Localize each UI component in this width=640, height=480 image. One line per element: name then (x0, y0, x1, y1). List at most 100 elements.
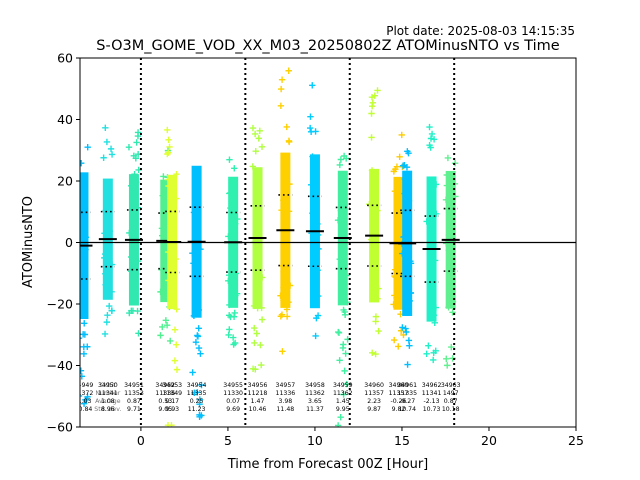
scatter-point (165, 182, 172, 190)
scatter-point (368, 110, 375, 117)
scatter-point (231, 165, 238, 172)
scatter-point (395, 226, 403, 233)
stat-label: 1497 (443, 390, 459, 397)
scatter-point (285, 208, 293, 215)
scatter-point (80, 395, 83, 397)
scatter-point (391, 188, 399, 195)
scatter-point (81, 320, 88, 327)
stat-label: 10.46 (249, 406, 267, 413)
scatter-point (427, 240, 435, 248)
scatter-point (339, 196, 347, 204)
scatter-point (164, 421, 172, 427)
scatter-point (397, 327, 405, 334)
scatter-point (173, 341, 180, 348)
scatter-point (104, 311, 111, 319)
scatter-point (255, 300, 262, 307)
scatter-point (399, 250, 406, 257)
stat-label: 34950 (98, 382, 118, 389)
scatter-point (173, 366, 181, 373)
scatter-point (134, 204, 142, 211)
scatter-point (427, 135, 435, 142)
scatter-point (371, 218, 378, 226)
scatter-point (336, 357, 343, 364)
scatter-points (225, 156, 241, 348)
stat-label: 34962 (422, 382, 442, 389)
stat-label: 11218 (248, 390, 268, 397)
scatter-point (160, 173, 167, 180)
scatter-point (279, 348, 286, 355)
scatter-point (168, 243, 175, 251)
scatter-point (159, 192, 166, 199)
scatter-point (191, 389, 198, 397)
scatter-point (285, 67, 292, 74)
plot-date: Plot date: 2025-08-03 14:15:35 (386, 24, 575, 38)
y-axis-label: ATOMinusNTO (21, 196, 36, 288)
scatter-point (231, 276, 238, 283)
scatter-point (401, 190, 408, 197)
scatter-point (103, 198, 111, 206)
scatter-point (368, 134, 375, 141)
scatter-point (103, 191, 110, 198)
scatter-point (395, 343, 402, 350)
scatter-point (162, 317, 170, 324)
scatter-point (368, 349, 376, 357)
scatter-point (80, 367, 85, 374)
scatter-point (449, 298, 457, 305)
stat-label: 2.23 (367, 398, 381, 405)
scatter-point (158, 266, 165, 273)
scatter-point (164, 176, 172, 183)
stat-label: 11341 (98, 390, 118, 397)
scatter-point (164, 126, 171, 134)
stat-label: 34959 (333, 382, 353, 389)
scatter-point (80, 373, 86, 380)
scatter-point (253, 255, 260, 263)
scatter-point (445, 304, 452, 311)
scatter-point (312, 332, 319, 340)
scatter-point (101, 254, 108, 262)
x-tick-label: 10 (307, 433, 323, 448)
scatter-point (430, 136, 438, 143)
scatter-point (258, 143, 266, 151)
stat-label: 34956 (248, 382, 268, 389)
scatter-point (342, 155, 350, 162)
scatter-point (80, 160, 85, 167)
scatter-point (339, 344, 347, 352)
y-tick-label: −40 (47, 358, 73, 373)
scatter-point (171, 357, 179, 364)
stat-label: 11357 (364, 390, 384, 397)
stat-label: 0.25 (190, 398, 204, 405)
scatter-point (443, 171, 450, 179)
stat-label: 11336 (155, 390, 175, 397)
scatter-point (189, 369, 196, 376)
y-tick-label: 20 (57, 174, 73, 189)
stat-label: 34949 (74, 382, 94, 389)
scatter-point (280, 284, 287, 291)
stat-header: Average (95, 398, 121, 405)
scatter-point (108, 288, 115, 296)
scatter-point (449, 212, 456, 220)
scatter-point (432, 304, 440, 311)
scatter-point (445, 247, 452, 254)
scatter-point (402, 325, 409, 332)
scatter-point (84, 343, 91, 350)
stat-label: 9.93 (165, 406, 179, 413)
scatter-point (258, 274, 266, 281)
stat-label: 10.18 (442, 406, 460, 413)
scatter-point (448, 343, 455, 351)
scatter-point (372, 318, 379, 325)
scatter-point (278, 206, 285, 214)
scatter-point (192, 298, 200, 305)
scatter-point (225, 312, 233, 319)
stat-label: 9.69 (226, 406, 240, 413)
scatter-point (256, 127, 263, 135)
scatter-point (159, 323, 166, 331)
stat-label: 11.37 (306, 406, 324, 413)
scatter-point (80, 350, 88, 358)
scatter-point (407, 289, 415, 297)
scatter-point (253, 330, 260, 337)
scatter-point (401, 161, 408, 169)
scatter-point (80, 177, 87, 184)
stat-label: 11372 (74, 390, 94, 397)
scatter-point (430, 356, 437, 364)
scatter-point (134, 132, 142, 140)
